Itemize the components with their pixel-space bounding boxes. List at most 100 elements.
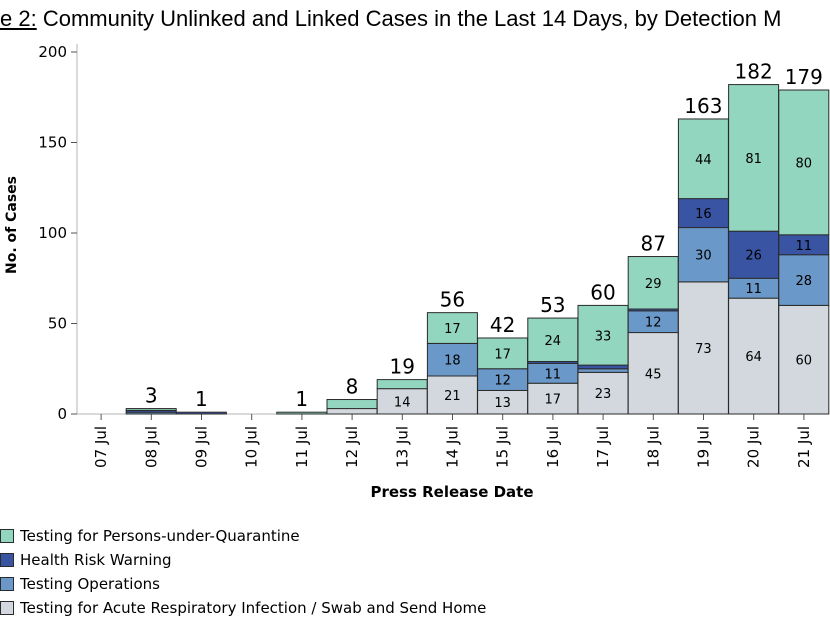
legend-item-ari-swab: Testing for Acute Respiratory Infection … xyxy=(0,596,486,620)
x-axis-label: Press Release Date xyxy=(370,483,533,501)
bar-segment-testing-for-persons-under-quarantine xyxy=(376,379,428,390)
bar-segment-testing-for-acute-respiratory-infection-swab-and-send-home xyxy=(627,332,679,415)
segment-value-label: 64 xyxy=(745,350,762,365)
segment-value-label: 30 xyxy=(695,249,712,264)
y-tick-label: 0 xyxy=(57,405,67,423)
bar-segment-testing-for-acute-respiratory-infection-swab-and-send-home xyxy=(778,304,830,415)
legend-swatch-testing-operations xyxy=(0,577,14,591)
x-tick-label: 14 Jul xyxy=(444,426,462,468)
bar-segment-testing-operations xyxy=(577,368,629,373)
bar-total-label: 163 xyxy=(684,94,722,118)
bar-total-label: 3 xyxy=(145,384,158,408)
y-tick-label: 200 xyxy=(38,43,67,61)
legend-swatch-quarantine xyxy=(0,529,14,543)
x-tick-label: 18 Jul xyxy=(644,426,662,468)
x-tick-label: 12 Jul xyxy=(343,426,361,468)
x-tick-label: 15 Jul xyxy=(494,426,512,468)
bar-total-label: 8 xyxy=(346,375,359,399)
bar-segment-testing-operations xyxy=(778,254,830,306)
bar-segment-testing-for-persons-under-quarantine xyxy=(627,256,679,310)
legend-label-quarantine: Testing for Persons-under-Quarantine xyxy=(20,527,300,545)
legend-label-health-risk-warning: Health Risk Warning xyxy=(20,551,172,569)
bar-total-label: 179 xyxy=(785,65,823,89)
bars xyxy=(125,84,830,415)
bar-segment-testing-for-acute-respiratory-infection-swab-and-send-home xyxy=(577,371,629,415)
x-tick-label: 20 Jul xyxy=(745,426,763,468)
bar-segment-testing-for-persons-under-quarantine xyxy=(477,337,529,370)
bar-segment-testing-for-persons-under-quarantine xyxy=(125,408,177,411)
x-tick-label: 09 Jul xyxy=(193,426,211,468)
segment-value-label: 24 xyxy=(545,334,562,349)
bar-segment-testing-for-acute-respiratory-infection-swab-and-send-home xyxy=(326,408,378,415)
legend-item-quarantine: Testing for Persons-under-Quarantine xyxy=(0,524,486,548)
segment-value-label: 81 xyxy=(745,152,762,167)
bar-segment-testing-for-persons-under-quarantine xyxy=(326,399,378,410)
legend-swatch-ari-swab xyxy=(0,601,14,615)
y-tick-label: 150 xyxy=(38,134,67,152)
legend: Testing for Persons-under-Quarantine Hea… xyxy=(0,524,486,620)
bar-total-label: 182 xyxy=(735,60,773,84)
segment-value-label: 13 xyxy=(494,396,511,411)
legend-item-testing-operations: Testing Operations xyxy=(0,572,486,596)
segment-value-label: 12 xyxy=(494,374,511,389)
segment-value-label: 21 xyxy=(444,389,461,404)
segment-value-label: 11 xyxy=(745,282,762,297)
bar-segment-testing-for-acute-respiratory-infection-swab-and-send-home xyxy=(677,281,729,415)
segment-value-label: 28 xyxy=(796,274,813,289)
segment-value-label: 60 xyxy=(796,354,813,369)
bar-total-label: 53 xyxy=(540,293,565,317)
bar-segment-testing-for-persons-under-quarantine xyxy=(276,411,328,415)
segment-value-label: 44 xyxy=(695,153,712,168)
bar-segment-testing-for-persons-under-quarantine xyxy=(527,317,579,363)
bar-segment-testing-for-persons-under-quarantine xyxy=(728,84,780,232)
y-tick-label: 100 xyxy=(38,224,67,242)
x-tick-label: 16 Jul xyxy=(544,426,562,468)
segment-value-label: 26 xyxy=(745,249,762,264)
y-tick-label: 50 xyxy=(48,315,67,333)
chart-title-text: Community Unlinked and Linked Cases in t… xyxy=(36,6,782,31)
segment-value-label: 33 xyxy=(595,329,612,344)
segment-value-label: 17 xyxy=(494,347,511,362)
segment-value-label: 29 xyxy=(645,277,662,292)
bar-total-label: 19 xyxy=(389,355,414,379)
data-labels: 3 1 18141921181756131217421711245323336045… xyxy=(145,60,823,412)
x-tick-label: 17 Jul xyxy=(594,426,612,468)
bar-segment-health-risk-warning xyxy=(577,364,629,370)
segment-value-label: 80 xyxy=(796,156,813,171)
bar-segment-testing-operations xyxy=(677,227,729,283)
bar-segment-testing-for-persons-under-quarantine xyxy=(577,304,629,366)
segment-value-label: 73 xyxy=(695,342,712,357)
x-tick-label: 21 Jul xyxy=(795,426,813,468)
bar-segment-testing-for-persons-under-quarantine xyxy=(778,89,830,236)
bar-total-label: 87 xyxy=(640,232,665,256)
axes: 0 50 100 150 200 07 Jul 08 Jul 09 Jul 10 Jul 11 J… xyxy=(38,43,829,468)
legend-item-health-risk-warning: Health Risk Warning xyxy=(0,548,486,572)
segment-value-label: 16 xyxy=(695,207,712,222)
segment-value-label: 17 xyxy=(444,322,461,337)
segment-value-label: 14 xyxy=(394,395,411,410)
x-tick-label: 07 Jul xyxy=(92,426,110,468)
bar-segment-testing-operations xyxy=(426,342,478,377)
segment-value-label: 11 xyxy=(545,367,562,382)
bar-segment-testing-for-persons-under-quarantine xyxy=(677,118,729,200)
stacked-bar-chart: 0 50 100 150 200 07 Jul 08 Jul 09 Jul 10 Jul 11 J… xyxy=(4,43,830,501)
segment-value-label: 11 xyxy=(796,239,813,254)
y-axis-label: No. of Cases xyxy=(4,176,20,274)
segment-value-label: 12 xyxy=(645,316,662,331)
bar-total-label: 42 xyxy=(490,313,515,337)
legend-swatch-health-risk-warning xyxy=(0,553,14,567)
x-tick-label: 08 Jul xyxy=(142,426,160,468)
x-tick-label: 10 Jul xyxy=(243,426,261,468)
bar-total-label: 56 xyxy=(440,288,465,312)
bar-segment-testing-for-persons-under-quarantine xyxy=(426,312,478,344)
chart-title: e 2: Community Unlinked and Linked Cases… xyxy=(0,6,781,32)
legend-label-testing-operations: Testing Operations xyxy=(20,575,160,593)
bar-segment-health-risk-warning xyxy=(175,411,227,415)
segment-value-label: 45 xyxy=(645,367,662,382)
bar-total-label: 1 xyxy=(195,387,208,411)
legend-label-ari-swab: Testing for Acute Respiratory Infection … xyxy=(20,599,487,617)
bar-total-label: 60 xyxy=(590,280,615,304)
chart-title-prefix: e 2: xyxy=(0,6,37,31)
segment-value-label: 23 xyxy=(595,387,612,402)
x-tick-label: 13 Jul xyxy=(393,426,411,468)
